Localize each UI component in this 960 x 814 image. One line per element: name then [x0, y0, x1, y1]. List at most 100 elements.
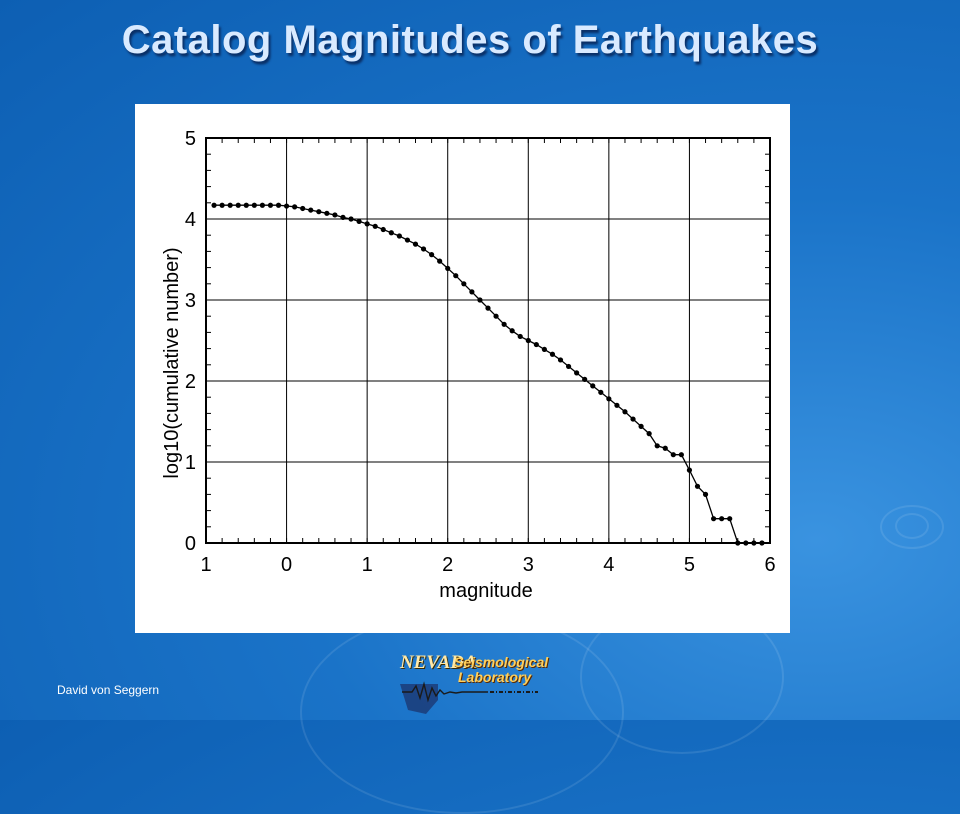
data-point [251, 202, 257, 208]
data-point [445, 265, 451, 272]
data-point [259, 202, 265, 208]
data-point [541, 346, 547, 353]
data-point [412, 241, 419, 247]
data-point [267, 202, 274, 208]
data-point [404, 237, 411, 243]
data-point [606, 396, 612, 402]
y-tick-label: 1 [185, 452, 196, 474]
data-point [509, 328, 515, 334]
data-point [388, 230, 394, 236]
data-point [461, 281, 467, 287]
data-point [694, 483, 701, 489]
data-point [348, 216, 354, 222]
series-points [211, 202, 765, 546]
data-point [598, 389, 604, 395]
data-point [646, 431, 652, 437]
x-tick-label: 2 [442, 554, 453, 576]
logo-word-laboratory: Laboratory [458, 669, 532, 685]
data-point [654, 443, 660, 449]
data-point [380, 226, 386, 233]
y-tick-label: 4 [185, 209, 196, 231]
y-axis-label: log10(cumulative number) [161, 247, 183, 478]
data-point [364, 221, 370, 227]
data-point [219, 202, 225, 208]
data-point [429, 252, 435, 258]
data-point [227, 202, 233, 208]
data-point [533, 341, 539, 348]
data-point [396, 233, 402, 239]
data-point [751, 540, 757, 546]
chart-ticks [205, 137, 771, 544]
data-point [437, 258, 443, 264]
x-axis-label: magnitude [439, 580, 532, 602]
background-ripple [895, 513, 929, 539]
data-point [565, 363, 572, 370]
data-point [316, 209, 322, 215]
data-point [622, 409, 628, 415]
y-tick-label: 3 [185, 290, 196, 312]
y-tick-labels: 0 1 2 3 4 5 [185, 128, 196, 555]
y-tick-label: 2 [185, 371, 196, 393]
x-tick-label: 5 [684, 554, 695, 576]
plot-frame [205, 137, 771, 544]
data-point [517, 333, 523, 340]
data-point [211, 202, 217, 208]
data-point [525, 337, 531, 344]
data-point [275, 202, 282, 208]
x-tick-labels: 1 0 1 2 3 4 5 6 [200, 554, 775, 576]
background-ripple [880, 505, 944, 549]
data-point [453, 273, 459, 279]
data-point [340, 214, 346, 220]
data-point [283, 203, 290, 209]
data-point [243, 202, 249, 208]
y-tick-label: 5 [185, 128, 196, 150]
nevada-seismological-laboratory-logo: NEVADA Seismological Laboratory [398, 652, 556, 718]
data-point [332, 212, 338, 218]
data-point [711, 516, 717, 522]
data-point [670, 452, 676, 458]
seismogram-icon [400, 681, 538, 714]
data-point [574, 370, 580, 376]
data-point [735, 540, 741, 546]
data-point [477, 297, 483, 303]
data-point [686, 467, 693, 473]
slide-title: Catalog Magnitudes of Earthquakes [121, 18, 819, 62]
chart-grid [205, 137, 771, 544]
data-point [501, 321, 507, 327]
data-point [719, 516, 725, 522]
data-point [743, 540, 749, 546]
x-tick-label: 1 [200, 554, 211, 576]
logo-word-nevada: NEVADA [400, 652, 477, 673]
data-point [372, 223, 378, 229]
data-point [727, 516, 733, 522]
data-point [308, 207, 314, 213]
data-point [582, 376, 588, 382]
x-tick-label: 6 [764, 554, 775, 576]
data-point [678, 452, 684, 458]
data-point [292, 204, 298, 210]
x-tick-label: 0 [281, 554, 292, 576]
data-point [614, 402, 620, 408]
data-point [662, 445, 668, 451]
data-point [590, 383, 596, 389]
data-point [630, 416, 636, 422]
data-point [702, 491, 709, 497]
data-point [493, 313, 499, 319]
data-point [638, 423, 644, 429]
series-line [214, 204, 762, 544]
data-point [300, 205, 306, 212]
logo-word-seismological: Seismological [454, 654, 549, 670]
data-point [356, 218, 362, 225]
data-point [485, 305, 491, 311]
footer-author: David von Seggern [57, 683, 160, 697]
data-point [235, 202, 241, 208]
y-tick-label: 0 [185, 533, 196, 555]
x-tick-label: 3 [523, 554, 534, 576]
data-point [557, 357, 564, 363]
x-tick-label: 4 [603, 554, 614, 576]
data-point [420, 246, 427, 252]
data-point [324, 210, 330, 216]
data-point [469, 289, 475, 295]
